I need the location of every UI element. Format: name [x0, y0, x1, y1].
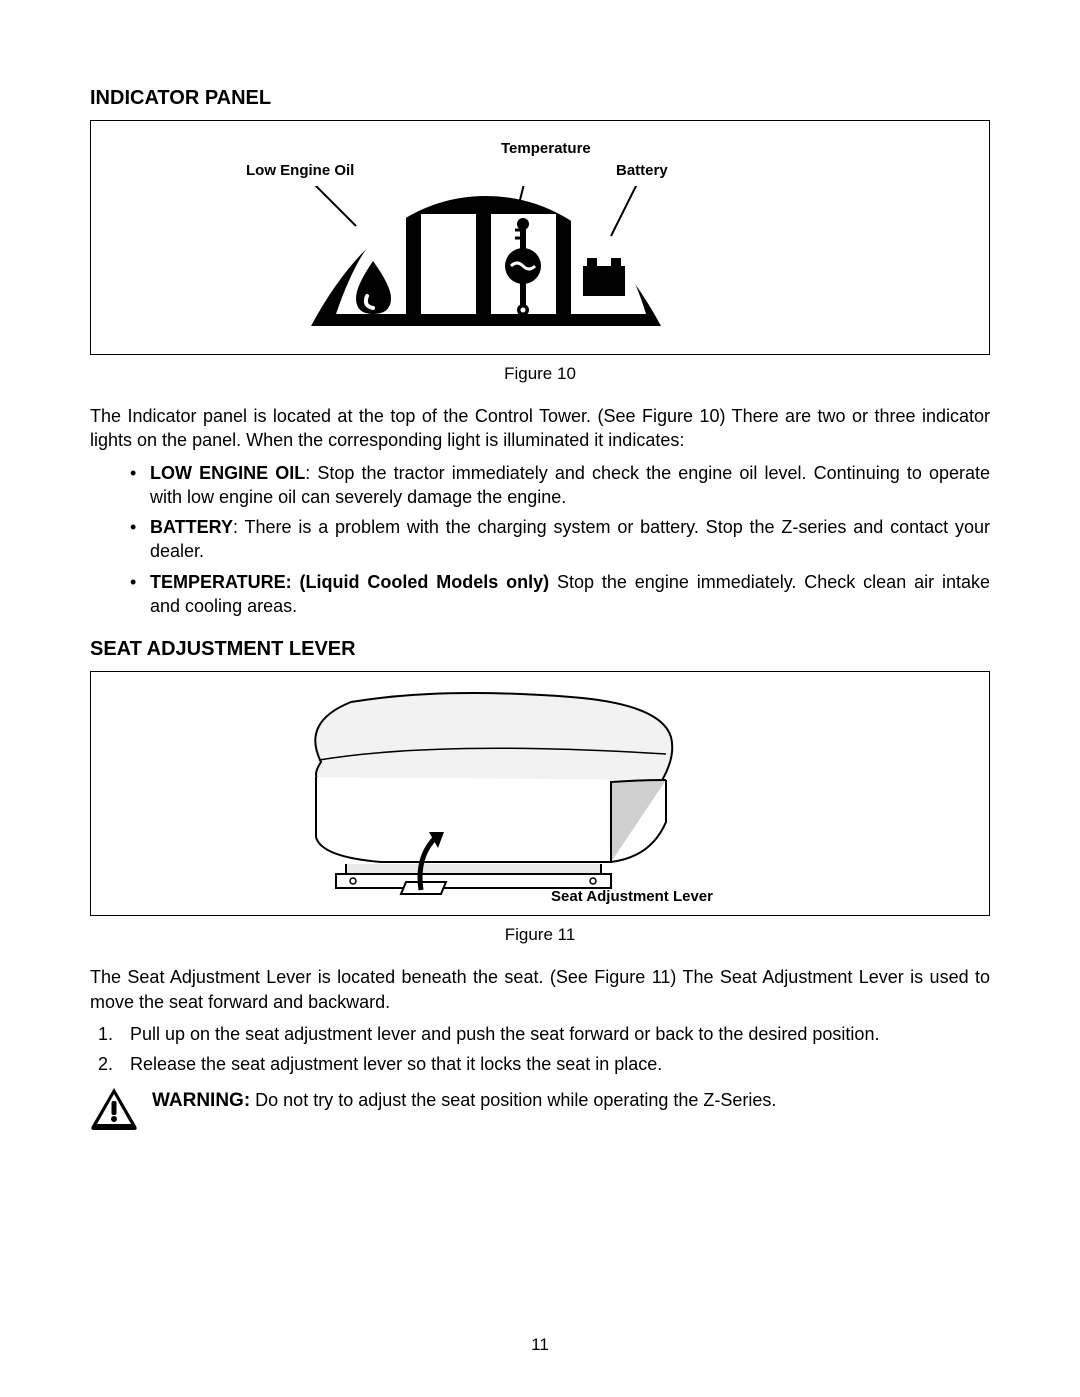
seat-intro-text: The Seat Adjustment Lever is located ben…	[90, 965, 990, 1014]
figure-11-caption: Figure 11	[90, 924, 990, 947]
list-item: LOW ENGINE OIL: Stop the tractor immedia…	[130, 461, 990, 510]
label-low-engine-oil: Low Engine Oil	[246, 161, 354, 181]
figure-11-box: Seat Adjustment Lever	[90, 671, 990, 916]
figure-10-box: Low Engine Oil Temperature Battery	[90, 120, 990, 355]
indicator-panel-icon	[301, 186, 671, 346]
list-item: BATTERY: There is a problem with the cha…	[130, 515, 990, 564]
warning-text: WARNING: Do not try to adjust the seat p…	[152, 1086, 990, 1114]
figure-10-caption: Figure 10	[90, 363, 990, 386]
seat-illustration-icon	[241, 682, 711, 907]
list-item: Release the seat adjustment lever so tha…	[90, 1052, 990, 1076]
warning-triangle-icon	[90, 1086, 138, 1130]
indicator-intro-text: The Indicator panel is located at the to…	[90, 404, 990, 453]
list-item: TEMPERATURE: (Liquid Cooled Models only)…	[130, 570, 990, 619]
indicator-panel-heading: INDICATOR PANEL	[90, 85, 990, 112]
label-battery: Battery	[616, 161, 668, 181]
page-number: 11	[0, 1334, 1080, 1357]
seat-lever-heading: SEAT ADJUSTMENT LEVER	[90, 636, 990, 663]
label-temperature: Temperature	[501, 139, 591, 159]
list-item: Pull up on the seat adjustment lever and…	[90, 1022, 990, 1046]
seat-steps-list: Pull up on the seat adjustment lever and…	[90, 1022, 990, 1077]
indicator-bullet-list: LOW ENGINE OIL: Stop the tractor immedia…	[90, 461, 990, 619]
warning-block: WARNING: Do not try to adjust the seat p…	[90, 1086, 990, 1130]
seat-lever-figure-label: Seat Adjustment Lever	[551, 887, 713, 907]
